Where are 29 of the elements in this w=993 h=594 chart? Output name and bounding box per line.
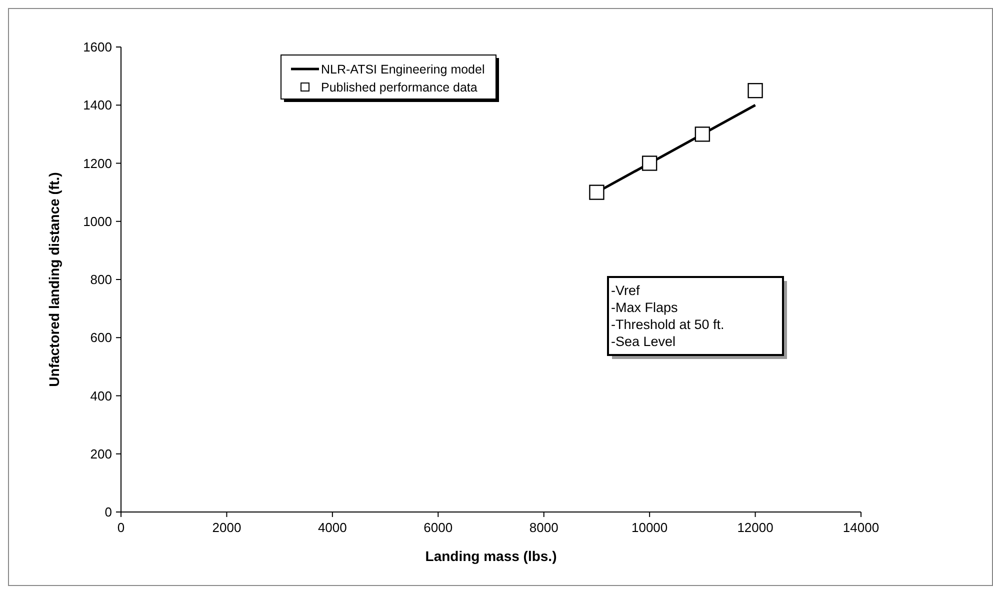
y-tick-label: 1000	[83, 214, 112, 229]
x-tick-label: 0	[117, 520, 125, 535]
legend-label: NLR-ATSI Engineering model	[321, 62, 485, 76]
point	[694, 126, 710, 142]
y-tick-label: 1400	[83, 98, 112, 113]
annotation: -Vref	[611, 283, 640, 298]
x-tick-label: 8000	[529, 520, 558, 535]
x-tick-label: 12000	[737, 520, 774, 535]
y-tick-label: 1600	[83, 40, 112, 54]
y-axis-title: Unfactored landing distance (ft.)	[46, 172, 62, 387]
annotation: -Sea Level	[611, 334, 676, 349]
x-tick-label: 10000	[631, 520, 668, 535]
x-tick-label: 6000	[424, 520, 453, 535]
y-tick-label: 1200	[83, 156, 112, 171]
point	[748, 82, 763, 98]
y-tick-label: 0	[104, 504, 112, 520]
y-tick-label: 200	[90, 446, 112, 462]
annotation: -Threshold at 50 ft.	[611, 317, 724, 332]
annotation: -Max Flaps	[611, 300, 678, 315]
x-tick-label: 4000	[318, 520, 347, 535]
x-axis-title: Landing mass (lbs.)	[425, 548, 557, 564]
y-tick-label: 800	[90, 272, 112, 287]
legend-label: Published performance data	[321, 80, 478, 94]
point	[642, 156, 658, 171]
x-tick-label: 14000	[842, 520, 880, 535]
x-tick-label: 2000	[212, 520, 242, 535]
point	[589, 184, 604, 200]
y-tick-label: 400	[90, 388, 112, 404]
y-tick-label: 600	[90, 330, 112, 346]
